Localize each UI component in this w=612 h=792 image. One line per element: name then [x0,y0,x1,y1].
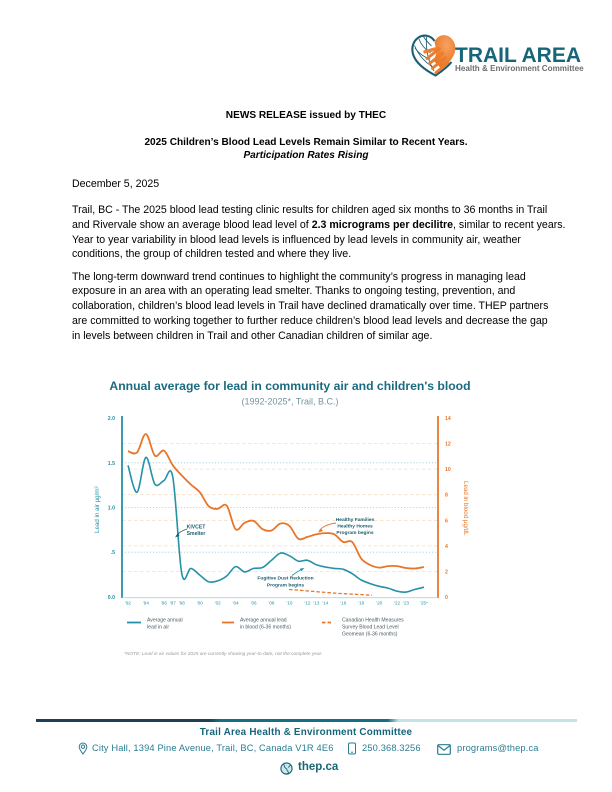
svg-text:14: 14 [445,416,451,422]
svg-text:'16: '16 [340,601,346,606]
svg-text:(1992-2025*, Trail, B.C.): (1992-2025*, Trail, B.C.) [241,397,338,407]
svg-text:'13: '13 [313,601,319,606]
svg-text:*NOTE: Lead in air values for: *NOTE: Lead in air values for 2025 are c… [124,651,322,657]
svg-text:Annual average for lead in com: Annual average for lead in community air… [109,379,470,393]
svg-text:2.0: 2.0 [108,416,115,422]
svg-text:'94: '94 [143,601,149,606]
svg-text:1.5: 1.5 [108,461,115,467]
svg-text:10: 10 [445,467,451,473]
svg-text:'06: '06 [251,601,257,606]
svg-text:'96: '96 [161,601,167,606]
svg-text:'98: '98 [179,601,185,606]
svg-text:KIVCET: KIVCET [187,525,207,531]
svg-text:'22: '22 [394,601,400,606]
svg-text:'20: '20 [376,601,382,606]
svg-text:'92: '92 [125,601,131,606]
svg-text:'14: '14 [322,601,328,606]
svg-text:Canadian Health Measures: Canadian Health Measures [342,618,404,624]
svg-text:.5: .5 [111,550,115,556]
svg-text:'18: '18 [358,601,364,606]
svg-text:8: 8 [445,493,448,499]
svg-text:Average annual: Average annual [147,618,183,624]
svg-text:Fugitive Dust Reduction: Fugitive Dust Reduction [257,576,313,582]
svg-text:4: 4 [445,544,448,550]
svg-text:'97: '97 [170,601,176,606]
svg-text:'04: '04 [233,601,239,606]
svg-text:12: 12 [445,442,451,448]
svg-text:Healthy Families: Healthy Families [336,517,375,523]
svg-text:1.0: 1.0 [108,506,115,512]
svg-text:lead in air: lead in air [147,625,169,631]
svg-text:0: 0 [445,595,448,601]
svg-text:Program begins: Program begins [336,530,374,536]
svg-text:in blood (6-36 months): in blood (6-36 months) [240,625,291,631]
svg-text:'10: '10 [287,601,293,606]
svg-text:Smelter: Smelter [187,531,206,537]
svg-text:2: 2 [445,569,448,575]
svg-text:0.0: 0.0 [108,595,115,601]
svg-text:Healthy Homes: Healthy Homes [337,524,373,530]
svg-text:'12: '12 [304,601,310,606]
svg-text:Program begins: Program begins [267,583,305,589]
svg-text:Geomean (6-36 months): Geomean (6-36 months) [342,632,398,638]
svg-text:Average annual lead: Average annual lead [240,618,287,624]
svg-text:Survey Blood Lead Level: Survey Blood Lead Level [342,625,399,631]
svg-text:'23: '23 [403,601,409,606]
svg-text:'00: '00 [197,601,203,606]
svg-text:Lead in blood µg/dL: Lead in blood µg/dL [462,481,469,536]
svg-text:6: 6 [445,518,448,524]
svg-text:Lead in air µg/m³: Lead in air µg/m³ [94,486,101,533]
svg-text:'08: '08 [269,601,275,606]
svg-text:'25*: '25* [420,601,428,606]
svg-text:'02: '02 [215,601,221,606]
